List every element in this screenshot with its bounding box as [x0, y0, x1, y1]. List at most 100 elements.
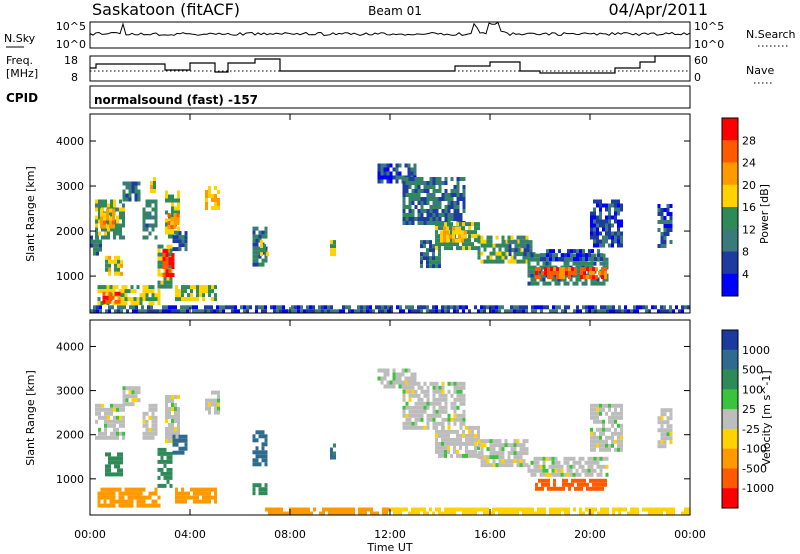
heatmap-cell [456, 181, 460, 185]
heatmap-cell [529, 248, 533, 253]
heatmap-cell [148, 435, 152, 440]
heatmap-cell [423, 221, 427, 225]
heatmap-cell [438, 389, 442, 394]
heatmap-cell [477, 226, 480, 231]
heatmap-cell [420, 189, 424, 193]
heatmap-cell [107, 415, 110, 420]
heatmap-cell [569, 468, 573, 473]
heatmap-cell [605, 411, 608, 416]
heatmap-cell [654, 305, 657, 310]
heatmap-cell [168, 399, 171, 403]
heatmap-cell [572, 472, 576, 477]
heatmap-cell [154, 427, 158, 432]
heatmap-cell [435, 234, 438, 239]
heatmap-cell [525, 451, 529, 456]
heatmap-cell [420, 405, 424, 410]
heatmap-cell [563, 261, 567, 266]
heatmap-cell [456, 201, 460, 205]
heatmap-cell [98, 215, 101, 220]
nsky-tick-top: 10^5 [56, 20, 86, 33]
heatmap-cell [601, 486, 604, 491]
heatmap-cell [114, 271, 117, 276]
heatmap-cell [477, 439, 481, 444]
heatmap-cell [252, 250, 256, 255]
heatmap-cell [157, 248, 161, 253]
heatmap-cell [153, 309, 156, 314]
heatmap-cell [145, 223, 149, 228]
heatmap-cell [669, 212, 673, 216]
heatmap-cell [483, 309, 486, 314]
heatmap-cell [162, 265, 166, 270]
heatmap-cell [407, 376, 411, 381]
heatmap-cell [268, 507, 271, 512]
heatmap-cell [596, 456, 600, 461]
heatmap-cell [468, 238, 471, 243]
heatmap-cell [527, 273, 531, 278]
heatmap-cell [279, 305, 282, 310]
heatmap-cell [401, 368, 405, 373]
heatmap-cell [148, 231, 152, 236]
heatmap-cell [530, 253, 534, 258]
heatmap-cell [307, 511, 310, 516]
heatmap-cell [522, 259, 526, 264]
heatmap-cell [534, 309, 537, 314]
heatmap-cell [110, 419, 113, 424]
heatmap-cell [377, 175, 381, 180]
heatmap-cell [489, 463, 493, 468]
heatmap-cell [575, 472, 579, 477]
heatmap-cell [139, 297, 143, 302]
heatmap-cell [369, 309, 372, 314]
heatmap-cell [602, 464, 606, 469]
heatmap-cell [383, 175, 387, 180]
heatmap-cell [148, 415, 152, 420]
heatmap-cell [596, 243, 599, 248]
heatmap-cell [468, 507, 471, 512]
heatmap-cell [148, 199, 152, 204]
heatmap-cell [172, 438, 176, 443]
heatmap-cell [483, 247, 487, 252]
heatmap-cell [602, 443, 605, 448]
heatmap-cell [542, 460, 546, 465]
heatmap-cell [148, 223, 152, 228]
heatmap-cell [110, 227, 113, 232]
heatmap-cell [617, 431, 620, 436]
heatmap-cell [171, 261, 175, 266]
heatmap-cell [128, 185, 132, 190]
heatmap-cell [660, 511, 663, 516]
heatmap-cell [663, 236, 667, 240]
heatmap-cell [392, 175, 396, 180]
heatmap-cell [456, 305, 459, 310]
heatmap-cell [181, 450, 185, 455]
heatmap-cell [319, 511, 322, 516]
heatmap-cell [98, 231, 101, 236]
heatmap-cell [110, 407, 113, 412]
heatmap-cell [587, 464, 591, 469]
heatmap-cell [489, 239, 493, 244]
heatmap-cell [113, 435, 116, 440]
heatmap-cell [584, 277, 588, 282]
heatmap-cell [177, 206, 180, 211]
heatmap-cell [450, 197, 454, 201]
heatmap-cell [492, 507, 495, 512]
heatmap-cell [617, 239, 620, 244]
heatmap-cell [468, 425, 471, 430]
heatmap-cell [584, 468, 588, 473]
heatmap-cell [566, 460, 570, 465]
heatmap-cell [456, 189, 460, 193]
heatmap-cell [178, 239, 182, 244]
heatmap-cell [450, 511, 453, 516]
heatmap-cell [389, 163, 393, 168]
heatmap-cell [459, 507, 462, 512]
heatmap-cell [386, 372, 390, 377]
heatmap-cell [523, 244, 527, 249]
heatmap-cell [114, 472, 117, 477]
heatmap-cell [474, 453, 477, 458]
heatmap-cell [596, 472, 600, 477]
heatmap-cell [176, 217, 180, 221]
heatmap-cell [112, 487, 116, 492]
heatmap-cell [552, 507, 555, 512]
heatmap-cell [413, 167, 417, 172]
heatmap-cell [525, 259, 529, 264]
heatmap-cell [142, 415, 146, 420]
heatmap-cell [444, 209, 448, 213]
